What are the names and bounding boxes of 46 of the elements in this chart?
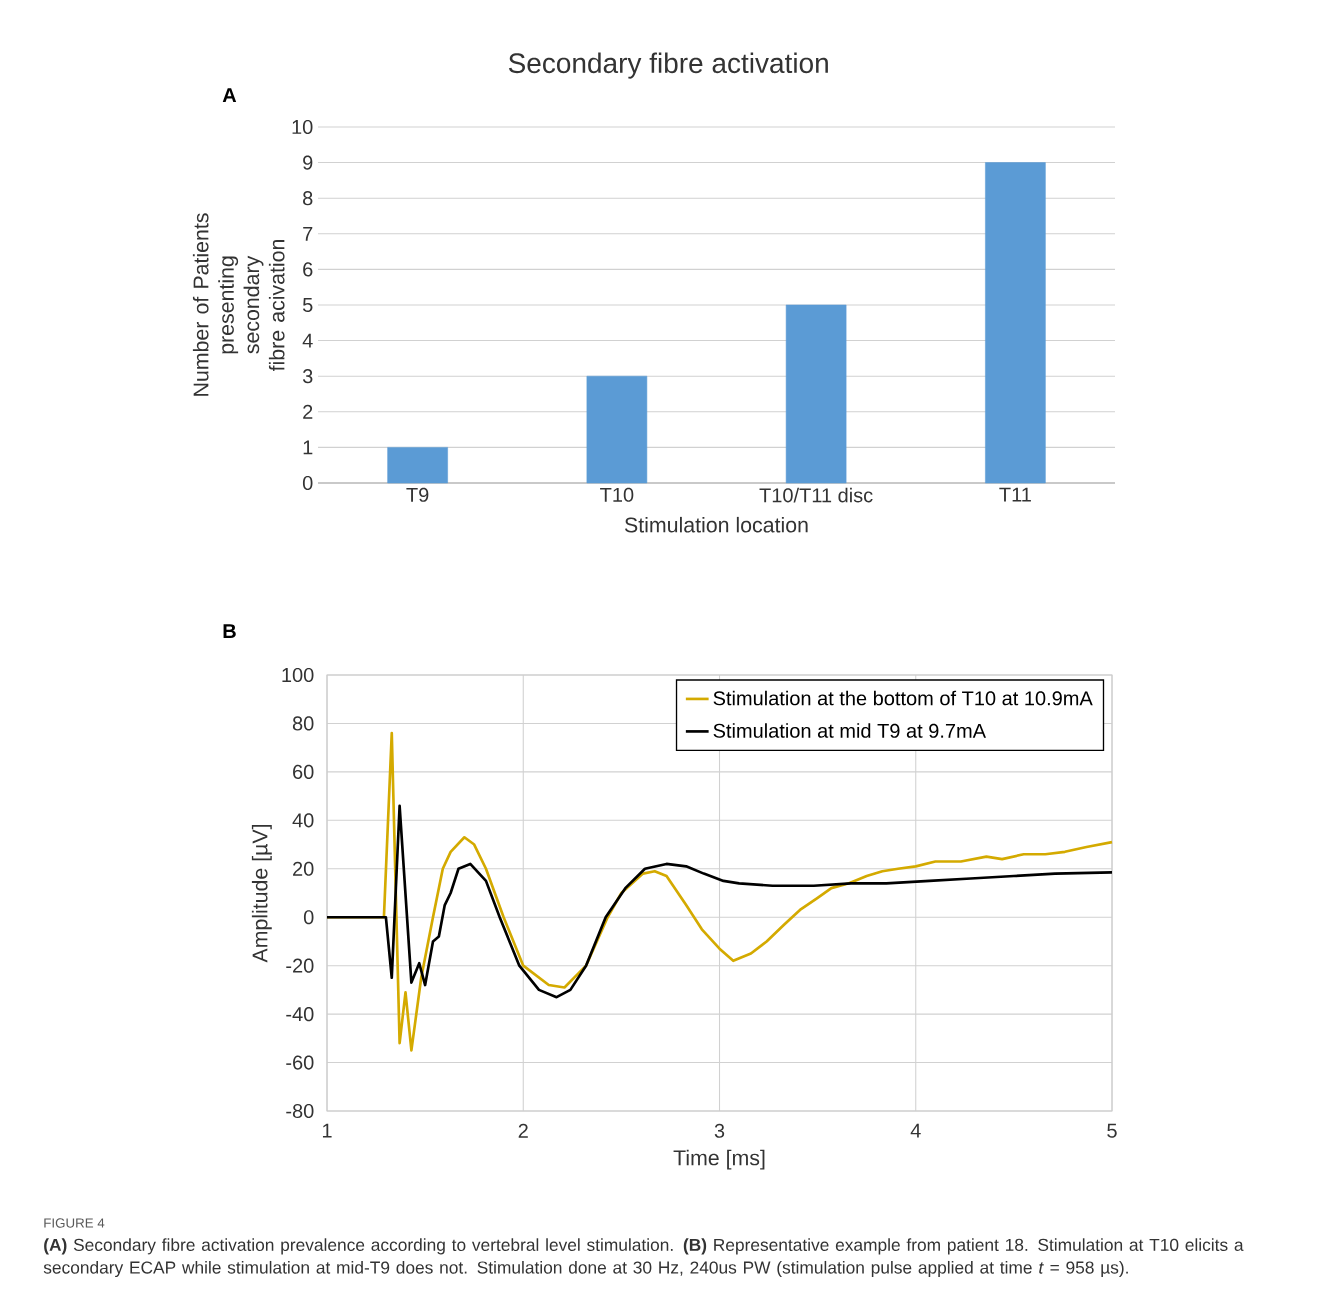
y-tick-label: 0: [303, 910, 314, 925]
caption: FIGURE 4: [44, 1218, 105, 1228]
y-tick-label: 2: [303, 404, 313, 419]
bar: [785, 304, 847, 484]
y-tick-label: 4: [302, 333, 313, 348]
y-axis-title: Number of Patients presenting secondary fibre acivation: [192, 213, 285, 396]
chart-title: Secondary fibre activation: [508, 52, 828, 79]
bar: [387, 447, 448, 484]
y-tick-label: 80: [292, 716, 314, 731]
y-tick-label: 10: [292, 119, 313, 135]
y-tick-label: 9: [303, 155, 313, 170]
y-tick-label: 0: [302, 475, 313, 491]
y-tick-label: 6: [303, 262, 313, 277]
legend-label: Stimulation at mid T9 at 9.7mA: [713, 723, 986, 738]
x-tick-label: T9: [406, 487, 429, 502]
y-tick-label: 100: [282, 667, 314, 683]
x-axis-title: Time [ms]: [673, 1149, 765, 1170]
y-tick-label: 20: [293, 861, 314, 876]
y-tick-label: 8: [303, 191, 313, 206]
y-tick-label: -60: [286, 1055, 314, 1070]
x-tick-label: T10/T11 disc: [759, 487, 873, 503]
y-tick-label: -20: [286, 958, 314, 973]
x-tick-label: 2: [518, 1123, 528, 1138]
y-tick-label: 7: [303, 226, 313, 241]
x-tick-label: 1: [322, 1123, 332, 1138]
line-series: [325, 804, 1114, 999]
x-axis-title: Stimulation location: [624, 516, 808, 533]
x-tick-label: 4: [910, 1123, 921, 1138]
bar: [985, 162, 1046, 484]
y-tick-label: 5: [302, 298, 313, 312]
y-tick-label: 1: [303, 440, 313, 455]
text: A: [222, 88, 237, 102]
bar: [586, 375, 648, 484]
y-tick-label: 60: [293, 764, 314, 779]
y-tick-label: 40: [292, 813, 314, 828]
x-tick-label: T10: [600, 487, 634, 502]
y-tick-label: -80: [286, 1103, 314, 1119]
text: (A) Secondary fibre activation prevalence according to vertebral level stimulation. (B) Representative example from patient 18. Stimulation at T10 elicits a secondary ECAP while stimulation at mid-T9 does not. Stimulation done at 30 Hz, 240us PW (stimulation pulse applied at time t = 958 µs).: [43, 1238, 1244, 1278]
legend-label: Stimulation at the bottom of T10 at 10.9mA: [713, 690, 1093, 706]
y-axis-title: Amplitude [µV]: [251, 824, 272, 963]
y-tick-label: 3: [302, 369, 313, 384]
y-tick-label: -40: [286, 1007, 314, 1022]
x-tick-label: T11: [999, 487, 1031, 502]
x-tick-label: 5: [1107, 1123, 1117, 1138]
text: B: [223, 624, 236, 639]
x-tick-label: 3: [714, 1123, 725, 1138]
